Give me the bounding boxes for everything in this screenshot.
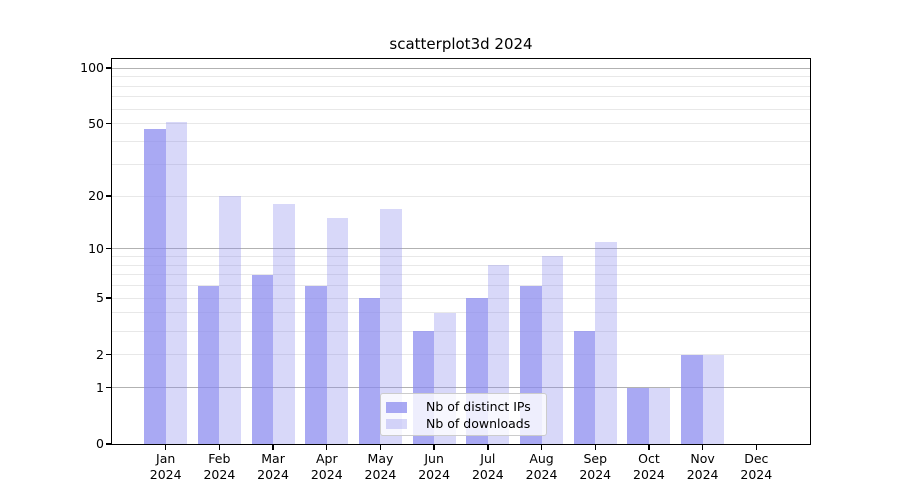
x-tick-mark-feb — [218, 444, 221, 450]
x-tick-label-jul: Jul 2024 — [471, 451, 504, 482]
minor-gridline — [112, 274, 810, 276]
x-tick-mark-jun — [433, 444, 435, 450]
bar-downloads-sep — [595, 241, 617, 444]
minor-gridline — [112, 354, 810, 356]
minor-gridline — [112, 123, 810, 125]
bar-downloads-may — [380, 208, 402, 444]
x-tick-mark-nov — [701, 444, 704, 450]
x-tick-label-jun: Jun 2024 — [418, 451, 451, 482]
legend-entry-distinct-ips: Nb of distinct IPs — [386, 399, 540, 416]
x-tick-mark-oct — [648, 444, 650, 450]
major-gridline — [112, 248, 810, 250]
legend: Nb of distinct IPs Nb of downloads — [380, 393, 547, 436]
minor-gridline — [112, 96, 810, 98]
bar-downloads-apr — [326, 218, 349, 444]
y-tick-mark-0 — [105, 443, 111, 445]
legend-swatch-distinct-ips — [386, 402, 407, 413]
y-tick-label-20: 20 — [88, 188, 104, 204]
bar-distinct-ips-feb — [197, 285, 220, 444]
minor-gridline — [112, 76, 810, 78]
bar-distinct-ips-may — [358, 298, 381, 444]
minor-gridline — [112, 141, 810, 143]
y-tick-mark-100 — [105, 67, 111, 69]
bar-downloads-jan — [165, 122, 188, 444]
y-tick-mark-2 — [105, 353, 111, 356]
minor-gridline — [112, 195, 810, 197]
bar-downloads-feb — [219, 196, 241, 444]
legend-entry-downloads: Nb of downloads — [386, 416, 540, 433]
bar-distinct-ips-sep — [573, 331, 596, 444]
bar-distinct-ips-oct — [627, 387, 649, 444]
x-tick-label-jan: Jan 2024 — [149, 451, 182, 482]
minor-gridline — [112, 330, 810, 332]
bar-distinct-ips-apr — [305, 285, 327, 444]
y-tick-label-10: 10 — [88, 240, 104, 256]
bar-distinct-ips-jan — [144, 128, 166, 444]
legend-label-distinct-ips: Nb of distinct IPs — [426, 399, 531, 415]
y-tick-mark-10 — [105, 248, 111, 250]
x-tick-label-aug: Aug 2024 — [525, 451, 558, 482]
minor-gridline — [112, 312, 810, 314]
x-tick-mark-jul — [487, 444, 489, 450]
bar-downloads-mar — [273, 204, 295, 444]
minor-gridline — [112, 264, 810, 266]
x-tick-label-sep: Sep 2024 — [579, 451, 612, 482]
x-tick-label-dec: Dec 2024 — [740, 451, 773, 482]
y-tick-label-5: 5 — [96, 290, 104, 306]
y-tick-mark-20 — [105, 195, 111, 197]
legend-swatch-downloads — [386, 418, 407, 429]
bar-distinct-ips-mar — [251, 274, 274, 444]
chart-title: scatterplot3d 2024 — [389, 35, 533, 53]
x-tick-mark-sep — [594, 444, 596, 450]
x-tick-label-oct: Oct 2024 — [633, 451, 665, 482]
minor-gridline — [112, 163, 810, 165]
x-tick-label-feb: Feb 2024 — [203, 451, 236, 482]
bar-distinct-ips-nov — [681, 354, 703, 444]
minor-gridline — [112, 297, 810, 299]
major-gridline — [112, 67, 810, 69]
x-tick-label-mar: Mar 2024 — [257, 451, 289, 482]
major-gridline — [112, 387, 810, 389]
x-tick-label-may: May 2024 — [364, 451, 397, 482]
x-tick-mark-apr — [326, 444, 328, 450]
minor-gridline — [112, 108, 810, 110]
x-tick-mark-jan — [164, 444, 167, 450]
y-tick-label-0: 0 — [96, 436, 104, 451]
x-tick-mark-dec — [755, 444, 757, 450]
minor-gridline — [112, 255, 810, 257]
y-tick-label-2: 2 — [96, 346, 104, 362]
y-tick-mark-5 — [105, 297, 111, 299]
y-tick-mark-1 — [105, 386, 111, 389]
y-tick-label-50: 50 — [88, 115, 104, 131]
y-tick-mark-50 — [105, 123, 111, 125]
x-tick-mark-may — [379, 444, 382, 450]
x-tick-label-nov: Nov 2024 — [686, 451, 719, 482]
bar-downloads-nov — [702, 354, 725, 444]
legend-label-downloads: Nb of downloads — [426, 415, 531, 431]
bar-downloads-oct — [648, 387, 671, 444]
minor-gridline — [112, 285, 810, 287]
minor-gridline — [112, 85, 810, 87]
x-tick-label-apr: Apr 2024 — [310, 451, 343, 482]
y-tick-label-1: 1 — [96, 379, 104, 395]
x-tick-mark-mar — [272, 444, 274, 450]
x-tick-mark-aug — [540, 444, 543, 450]
y-tick-label-100: 100 — [80, 60, 104, 76]
